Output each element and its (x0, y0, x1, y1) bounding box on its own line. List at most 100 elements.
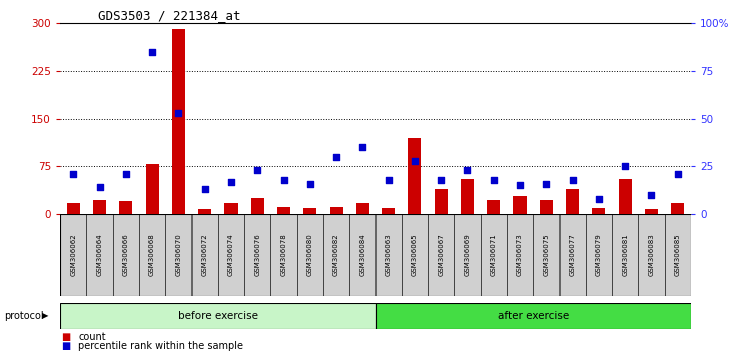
Bar (507, 214, 533, 296)
Point (541, 181, 553, 187)
Bar (356, 203, 369, 214)
Text: GSM306085: GSM306085 (675, 234, 680, 276)
Point (461, 167, 473, 173)
Bar (593, 208, 605, 214)
Point (303, 181, 316, 187)
Point (356, 144, 368, 150)
Bar (409, 138, 421, 214)
Text: GDS3503 / 221384_at: GDS3503 / 221384_at (98, 9, 240, 22)
Bar (277, 206, 290, 214)
Bar (225, 203, 237, 214)
Text: GSM306071: GSM306071 (491, 234, 496, 276)
Bar (60, 303, 376, 329)
Bar (435, 189, 448, 214)
Bar (514, 196, 526, 214)
Text: GSM306072: GSM306072 (202, 234, 207, 276)
Text: GSM306076: GSM306076 (255, 234, 260, 276)
Point (645, 192, 658, 198)
Text: GSM306079: GSM306079 (596, 234, 602, 276)
Point (567, 177, 579, 183)
Bar (165, 214, 192, 296)
Text: ■: ■ (62, 341, 71, 351)
Point (671, 171, 683, 177)
Point (278, 177, 290, 183)
Bar (251, 198, 264, 214)
Text: GSM306066: GSM306066 (123, 234, 128, 276)
Bar (454, 214, 481, 296)
Text: GSM306064: GSM306064 (97, 234, 102, 276)
Bar (461, 179, 474, 214)
Bar (86, 214, 113, 296)
Text: after exercise: after exercise (498, 311, 569, 321)
Point (514, 183, 526, 188)
Point (225, 179, 237, 184)
Bar (428, 214, 454, 296)
Text: GSM306078: GSM306078 (281, 234, 286, 276)
Text: before exercise: before exercise (178, 311, 258, 321)
Text: GSM306068: GSM306068 (149, 234, 155, 276)
Bar (349, 214, 376, 296)
Text: GSM306077: GSM306077 (570, 234, 575, 276)
Bar (382, 208, 395, 214)
Text: GSM306067: GSM306067 (439, 234, 444, 276)
Point (146, 49, 158, 55)
Point (330, 154, 342, 160)
Bar (67, 203, 80, 214)
Point (593, 196, 605, 202)
Bar (244, 214, 270, 296)
Text: GSM306082: GSM306082 (333, 234, 339, 276)
Point (68, 171, 80, 177)
Text: GSM306070: GSM306070 (176, 234, 181, 276)
Point (383, 177, 395, 183)
Bar (139, 214, 165, 296)
Text: GSM306062: GSM306062 (71, 234, 76, 276)
Bar (218, 214, 244, 296)
Text: GSM306084: GSM306084 (360, 234, 365, 276)
Point (173, 110, 185, 116)
Bar (612, 214, 638, 296)
Text: GSM306065: GSM306065 (412, 234, 418, 276)
Bar (198, 209, 211, 214)
Bar (330, 206, 342, 214)
Bar (665, 214, 691, 296)
Bar (303, 208, 316, 214)
Bar (60, 214, 86, 296)
Bar (376, 303, 691, 329)
Bar (270, 214, 297, 296)
Bar (487, 200, 500, 214)
Bar (146, 165, 158, 214)
Bar (119, 201, 132, 214)
Text: GSM306063: GSM306063 (386, 234, 391, 276)
Point (488, 177, 500, 183)
Bar (619, 179, 632, 214)
Point (93, 184, 105, 190)
Bar (671, 203, 684, 214)
Bar (192, 214, 218, 296)
Bar (645, 209, 658, 214)
Bar (533, 214, 559, 296)
Bar (323, 214, 349, 296)
Point (198, 187, 210, 192)
Bar (376, 214, 402, 296)
Text: ▶: ▶ (42, 312, 48, 320)
Bar (172, 29, 185, 214)
Bar (113, 214, 139, 296)
Bar (402, 214, 428, 296)
Text: protocol: protocol (4, 311, 44, 321)
Point (120, 171, 132, 177)
Text: GSM306073: GSM306073 (517, 234, 523, 276)
Point (251, 167, 263, 173)
Text: GSM306080: GSM306080 (307, 234, 312, 276)
Bar (540, 200, 553, 214)
Bar (297, 214, 323, 296)
Point (409, 158, 421, 164)
Text: percentile rank within the sample: percentile rank within the sample (78, 341, 243, 351)
Bar (93, 200, 106, 214)
Bar (559, 214, 586, 296)
Bar (481, 214, 507, 296)
Text: GSM306083: GSM306083 (649, 234, 654, 276)
Text: GSM306069: GSM306069 (465, 234, 470, 276)
Point (619, 164, 631, 169)
Text: count: count (78, 332, 106, 342)
Point (436, 177, 448, 183)
